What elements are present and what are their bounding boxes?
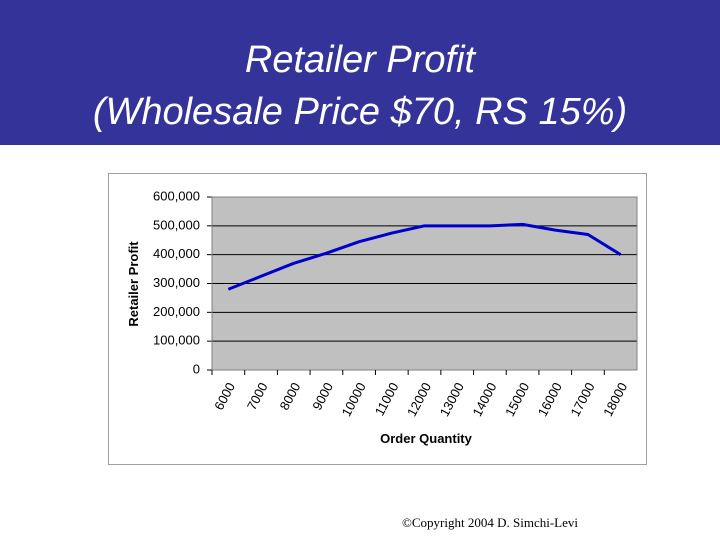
plot-border: [211, 196, 638, 371]
title-band: [0, 0, 720, 145]
y-tick-label: 100,000: [153, 333, 200, 348]
y-tick-label: 0: [193, 361, 200, 376]
data-line: [227, 222, 622, 291]
y-tick-label: 500,000: [153, 217, 200, 232]
footer: ©Copyright 2004 D. Simchi-Levi: [402, 515, 578, 530]
title-line: Retailer Profit: [245, 39, 477, 81]
title-line: (Wholesale Price $70, RS 15%): [93, 91, 627, 133]
y-tick-label: 200,000: [153, 304, 200, 319]
x-axis-label: Order Quantity: [380, 431, 473, 446]
y-tick-label: 400,000: [153, 246, 200, 261]
y-tick-label: 600,000: [153, 188, 200, 203]
y-tick-label: 300,000: [153, 275, 200, 290]
y-axis-label: Retailer Profit: [126, 241, 141, 327]
